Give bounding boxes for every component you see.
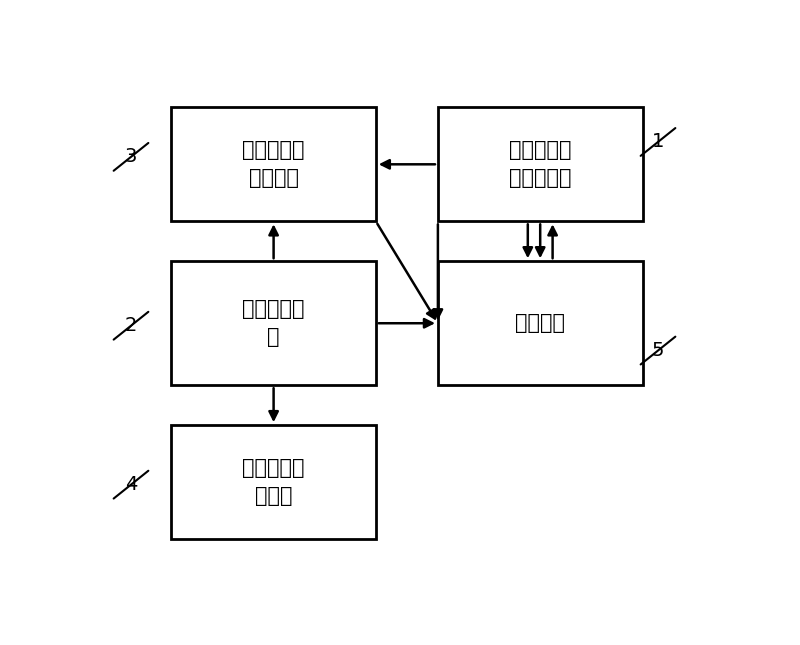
Text: 3: 3 — [125, 147, 137, 166]
Text: 前置放大电
路: 前置放大电 路 — [242, 299, 305, 347]
Bar — [171, 261, 376, 385]
Text: 计算机接口
及控制电路: 计算机接口 及控制电路 — [509, 141, 571, 188]
Bar — [438, 107, 642, 221]
Text: 2: 2 — [125, 316, 137, 335]
Bar — [171, 107, 376, 221]
Text: 比较电路: 比较电路 — [515, 313, 565, 333]
Text: 信号三级放
大电路: 信号三级放 大电路 — [242, 458, 305, 506]
Text: 5: 5 — [652, 341, 664, 360]
Text: 峰值调整与
传递电路: 峰值调整与 传递电路 — [242, 141, 305, 188]
Text: 4: 4 — [125, 475, 137, 494]
Bar — [438, 261, 642, 385]
Bar — [171, 425, 376, 539]
Text: 1: 1 — [652, 132, 664, 152]
